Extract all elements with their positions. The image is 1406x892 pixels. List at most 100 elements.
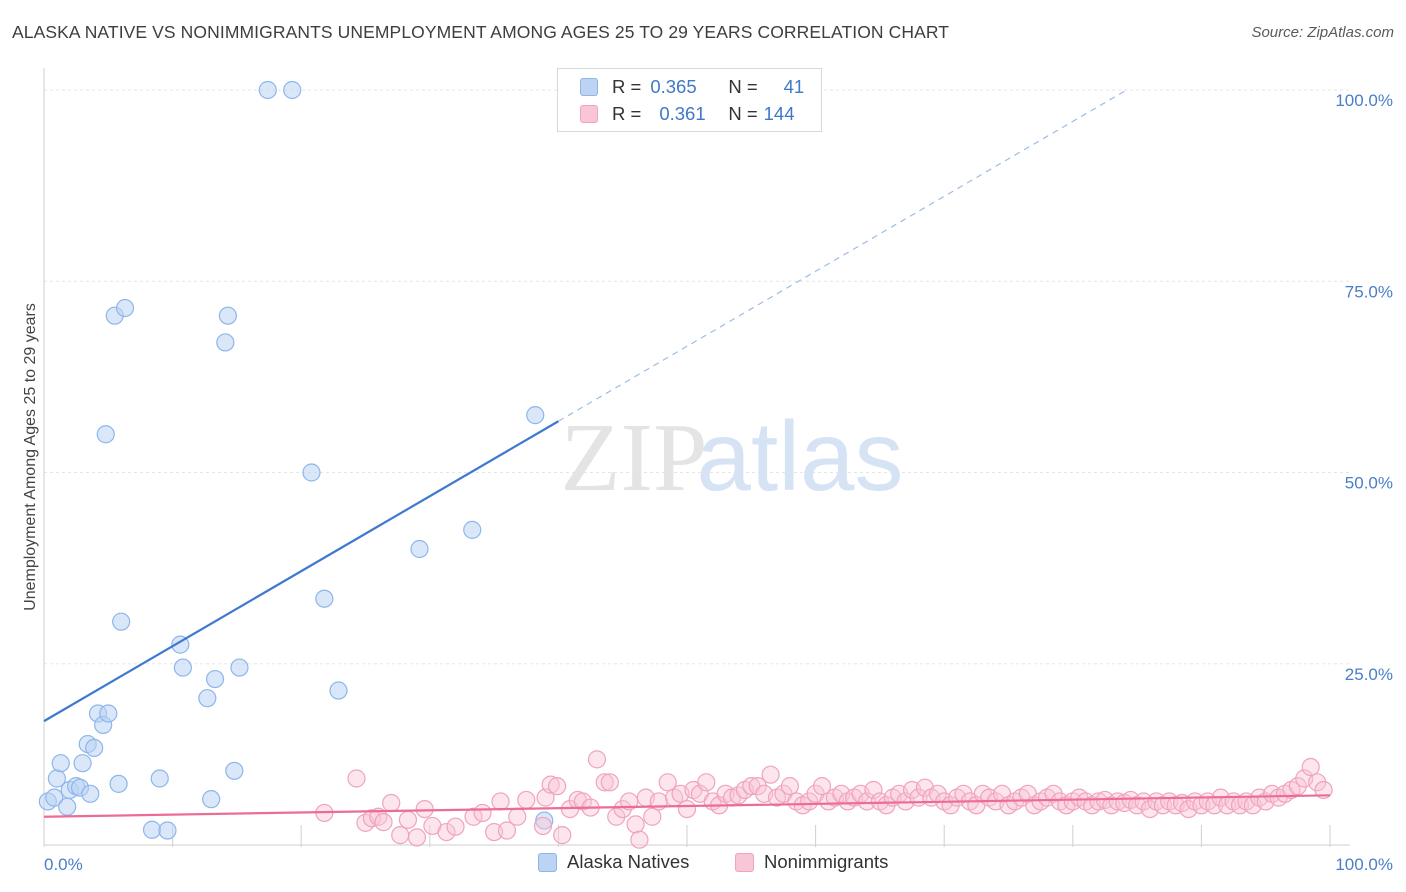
source-label: Source: ZipAtlas.com	[1251, 24, 1394, 41]
point-alaska-natives	[51, 754, 70, 773]
point-nonimmigrants	[374, 813, 393, 832]
legend-r-label: R =	[612, 103, 642, 124]
point-nonimmigrants	[553, 826, 572, 845]
point-alaska-natives	[283, 80, 302, 100]
point-nonimmigrants	[407, 828, 427, 847]
point-alaska-natives	[329, 681, 348, 700]
point-nonimmigrants	[362, 809, 382, 828]
y-axis-title: Unemployment Among Ages 25 to 29 years	[22, 303, 39, 611]
point-alaska-natives	[198, 689, 217, 708]
point-nonimmigrants	[780, 777, 799, 796]
point-alaska-natives	[202, 790, 221, 809]
point-nonimmigrants	[491, 792, 510, 811]
trend-line-alaska-natives-dashed	[558, 89, 1127, 422]
point-alaska-natives	[526, 406, 545, 425]
point-nonimmigrants	[630, 830, 649, 849]
bottom-legend-label-alaska-natives: Alaska Natives	[567, 851, 690, 872]
point-nonimmigrants	[857, 792, 877, 811]
bottom-legend-label-nonimmigrants: Nonimmigrants	[764, 851, 889, 872]
point-alaska-natives	[73, 754, 92, 773]
point-nonimmigrants	[347, 769, 366, 788]
point-nonimmigrants	[398, 810, 418, 829]
point-nonimmigrants	[446, 817, 465, 836]
point-nonimmigrants	[382, 793, 401, 813]
point-nonimmigrants	[864, 780, 883, 800]
point-nonimmigrants	[517, 790, 536, 810]
legend-n-value-nonimmigrants: 144	[763, 103, 795, 124]
point-nonimmigrants	[548, 777, 567, 796]
legend-swatch-nonimmigrants	[580, 105, 598, 123]
point-alaska-natives	[230, 658, 249, 677]
data-points	[38, 80, 1333, 849]
legend-r-label: R =	[612, 76, 642, 97]
point-nonimmigrants	[761, 765, 780, 784]
point-nonimmigrants	[473, 803, 492, 823]
point-alaska-natives	[99, 704, 118, 723]
point-nonimmigrants	[658, 773, 677, 792]
point-nonimmigrants	[415, 799, 434, 819]
point-alaska-natives	[109, 774, 128, 793]
point-alaska-natives	[302, 463, 321, 482]
chart-title: ALASKA NATIVE VS NONIMMIGRANTS UNEMPLOYM…	[12, 22, 950, 42]
point-nonimmigrants	[595, 773, 614, 792]
x-tick-label: 0.0%	[44, 855, 83, 874]
point-nonimmigrants	[600, 773, 619, 792]
point-alaska-natives	[96, 425, 115, 444]
legend-n-value-alaska-natives: 41	[783, 76, 805, 97]
trend-line-alaska-natives	[43, 420, 559, 723]
watermark: ZIP atlas	[561, 401, 904, 512]
point-alaska-natives	[45, 788, 64, 807]
point-nonimmigrants	[497, 821, 517, 840]
point-nonimmigrants	[464, 807, 483, 826]
point-nonimmigrants	[391, 826, 410, 845]
point-alaska-natives	[81, 784, 100, 803]
point-nonimmigrants	[643, 807, 662, 826]
y-tick-label: 25.0%	[1345, 665, 1393, 684]
x-tick-label: 100.0%	[1335, 855, 1393, 874]
tick-labels: 25.0% 50.0% 75.0% 100.0% 0.0% 100.0%	[44, 91, 1393, 874]
point-alaska-natives	[463, 520, 482, 539]
axes	[43, 68, 1350, 847]
legend-r-value-alaska-natives: 0.365	[650, 76, 697, 97]
point-nonimmigrants	[1301, 757, 1320, 777]
bottom-legend-swatch-alaska-natives	[538, 852, 557, 872]
watermark-zip: ZIP	[561, 404, 708, 512]
bottom-legend-alaska-natives: Alaska Natives	[538, 851, 689, 873]
point-alaska-natives	[85, 738, 104, 758]
point-nonimmigrants	[1314, 780, 1333, 800]
gridlines	[44, 89, 1350, 665]
point-alaska-natives	[205, 669, 225, 689]
point-alaska-natives	[225, 761, 244, 780]
point-alaska-natives	[112, 612, 131, 631]
point-nonimmigrants	[812, 777, 832, 796]
legend-swatch-alaska-natives	[580, 78, 598, 96]
point-nonimmigrants	[697, 773, 716, 792]
legend-row-alaska-natives: R = 0.365 N = 41	[580, 75, 804, 99]
y-tick-label: 75.0%	[1345, 282, 1393, 301]
point-alaska-natives	[158, 821, 177, 840]
point-nonimmigrants	[541, 775, 560, 794]
trend-lines	[43, 89, 1331, 818]
point-alaska-natives	[315, 589, 334, 608]
legend-r-value-nonimmigrants: 0.361	[659, 103, 706, 124]
point-nonimmigrants	[437, 822, 456, 842]
point-alaska-natives	[115, 298, 135, 318]
point-nonimmigrants	[587, 750, 607, 769]
trend-line-nonimmigrants	[43, 794, 1331, 818]
point-alaska-natives	[216, 333, 235, 352]
watermark-atlas: atlas	[696, 401, 903, 511]
point-nonimmigrants	[533, 816, 553, 836]
point-alaska-natives	[150, 769, 169, 788]
point-alaska-natives	[258, 80, 277, 100]
legend-n-label: N =	[728, 76, 758, 97]
point-nonimmigrants	[626, 815, 645, 834]
bottom-legend-nonimmigrants: Nonimmigrants	[735, 851, 888, 873]
y-tick-label: 100.0%	[1335, 91, 1393, 110]
y-tick-label: 50.0%	[1345, 474, 1393, 493]
correlation-legend: R = 0.365 N = 41 R = 0.361 N = 144	[557, 68, 822, 132]
bottom-legend-swatch-nonimmigrants	[735, 852, 754, 872]
legend-n-label: N =	[728, 103, 758, 124]
point-alaska-natives	[142, 820, 162, 839]
point-alaska-natives	[58, 797, 77, 816]
